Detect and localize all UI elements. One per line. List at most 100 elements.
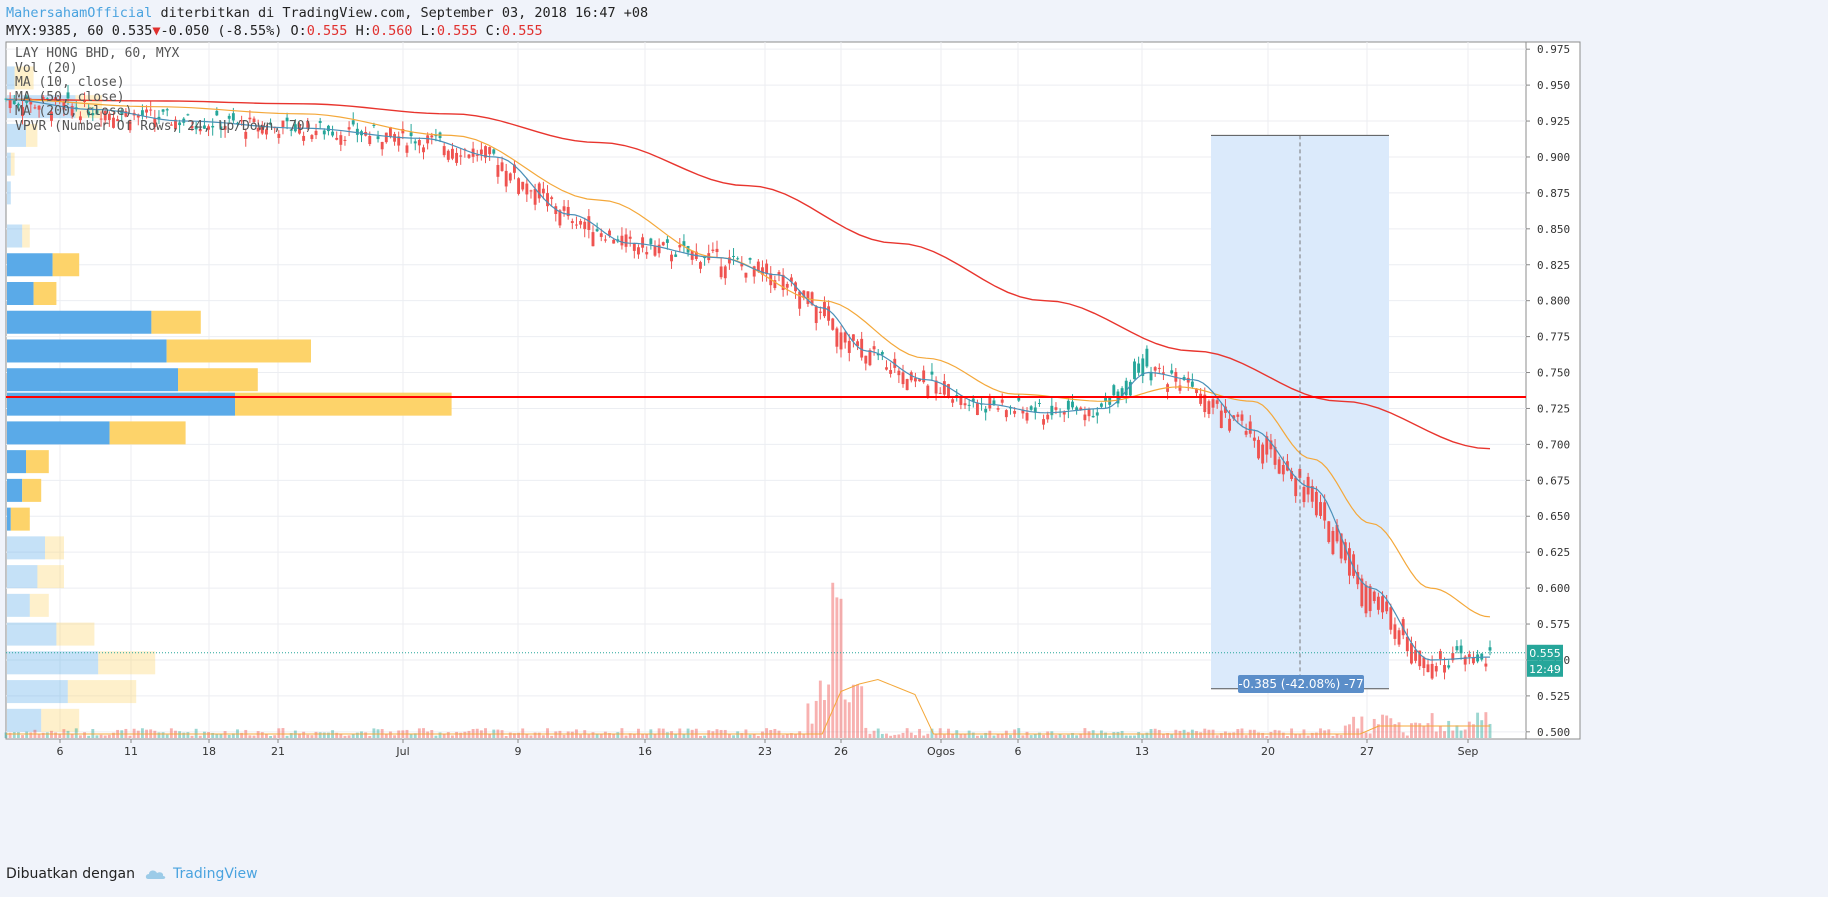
candle-body bbox=[190, 125, 194, 129]
candle-body bbox=[963, 403, 967, 406]
candle-body bbox=[12, 100, 16, 105]
volume-bar bbox=[637, 728, 640, 738]
volume-bar bbox=[285, 735, 289, 738]
volume-bar bbox=[1265, 735, 1269, 738]
volume-bar bbox=[798, 731, 802, 738]
ma200-line bbox=[6, 98, 1491, 450]
candle-body bbox=[107, 113, 111, 121]
vp-bar-up bbox=[7, 392, 235, 416]
candle-body bbox=[984, 408, 988, 413]
candle-body bbox=[1430, 663, 1434, 679]
candle-body bbox=[1232, 415, 1236, 419]
price-chart[interactable]: -0.385 (-42.08%) -77 0.975 0.950 0.925 0.90… bbox=[0, 0, 1828, 860]
volume-bar bbox=[178, 731, 182, 738]
candle-body bbox=[839, 332, 843, 350]
candle-body bbox=[194, 125, 198, 130]
candle-body bbox=[310, 135, 314, 140]
volume-bar bbox=[384, 733, 388, 738]
candle-body bbox=[174, 119, 177, 130]
volume-bar bbox=[202, 731, 206, 738]
candle-body bbox=[1228, 418, 1232, 431]
volume-bar bbox=[360, 731, 363, 738]
candle-body bbox=[649, 238, 653, 245]
open-label: O: bbox=[290, 23, 307, 39]
volume-bar bbox=[1079, 733, 1083, 738]
candle-body bbox=[1343, 542, 1347, 561]
volume-bar bbox=[165, 734, 169, 738]
volume-bar bbox=[893, 734, 897, 738]
candle-body bbox=[120, 111, 124, 114]
candle-body bbox=[889, 370, 893, 374]
candle-body bbox=[384, 132, 388, 143]
volume-bar bbox=[364, 732, 368, 738]
vp-bar-up bbox=[7, 450, 26, 474]
volume-bar bbox=[83, 732, 86, 738]
vp-bar-up bbox=[7, 181, 11, 205]
candle-body bbox=[405, 145, 409, 153]
volume-bar bbox=[169, 728, 173, 738]
author-link[interactable]: MahersahamOfficial bbox=[6, 5, 153, 21]
vp-bar-down bbox=[22, 224, 30, 248]
volume-bar bbox=[463, 731, 467, 738]
y-tick-label: 0.575 bbox=[1537, 618, 1570, 631]
candle-body bbox=[1124, 380, 1128, 396]
candle-body bbox=[1472, 657, 1475, 664]
candle-body bbox=[21, 106, 24, 117]
y-tick-label: 0.900 bbox=[1537, 151, 1570, 164]
volume-bar bbox=[554, 731, 558, 738]
x-tick-label: 16 bbox=[638, 745, 652, 758]
legend-item: VPVR (Number Of Rows, 24, Up/Down, 70) bbox=[15, 119, 313, 134]
candle-body bbox=[1434, 666, 1438, 672]
candle-body bbox=[496, 164, 500, 177]
candle-body bbox=[488, 147, 492, 155]
candle-body bbox=[256, 128, 260, 132]
volume-bar bbox=[417, 728, 421, 738]
candle-body bbox=[529, 190, 533, 192]
candle-body bbox=[269, 122, 272, 125]
candle-body bbox=[1261, 444, 1265, 464]
vp-bar-down bbox=[235, 392, 452, 416]
vp-bar-down bbox=[45, 536, 64, 560]
volume-bar bbox=[1281, 732, 1285, 738]
volume-bar bbox=[1343, 725, 1347, 738]
vp-bar-down bbox=[26, 450, 49, 474]
candle-body bbox=[207, 126, 210, 130]
volume-bar bbox=[1137, 732, 1141, 738]
volume-bar bbox=[926, 733, 930, 738]
candle-body bbox=[1190, 381, 1194, 387]
volume-bar bbox=[653, 733, 657, 738]
volume-bar bbox=[322, 732, 326, 738]
volume-bar bbox=[1009, 734, 1012, 738]
candle-body bbox=[467, 154, 471, 158]
volume-bar bbox=[1087, 731, 1091, 738]
candle-body bbox=[719, 266, 723, 278]
volume-bar bbox=[1438, 725, 1442, 738]
y-tick-label: 0.725 bbox=[1537, 402, 1570, 415]
candle-body bbox=[748, 258, 752, 260]
candle-body bbox=[864, 355, 868, 364]
candle-body bbox=[1248, 421, 1252, 434]
candle-body bbox=[909, 372, 913, 381]
volume-bar bbox=[785, 734, 789, 738]
candle-body bbox=[1356, 572, 1360, 585]
volume-bar bbox=[1261, 732, 1265, 738]
volume-bar bbox=[1153, 728, 1157, 738]
candle-body bbox=[1240, 414, 1244, 421]
candle-body bbox=[744, 272, 748, 278]
volume-bar bbox=[959, 733, 963, 738]
volume-bar bbox=[860, 686, 864, 738]
candle-body bbox=[223, 126, 227, 130]
candle-body bbox=[732, 255, 735, 257]
y-tick-label: 0.875 bbox=[1537, 187, 1570, 200]
tradingview-link[interactable]: TradingView bbox=[172, 866, 258, 882]
candle-body bbox=[802, 290, 806, 298]
volume-bar bbox=[703, 735, 707, 738]
volume-bar bbox=[579, 734, 583, 738]
volume-bar bbox=[1257, 732, 1260, 738]
volume-bar bbox=[459, 732, 463, 738]
volume-bar bbox=[347, 735, 351, 738]
vp-bar-down bbox=[37, 565, 64, 589]
candle-body bbox=[587, 216, 591, 230]
candle-body bbox=[599, 233, 603, 237]
volume-bar bbox=[140, 728, 144, 738]
